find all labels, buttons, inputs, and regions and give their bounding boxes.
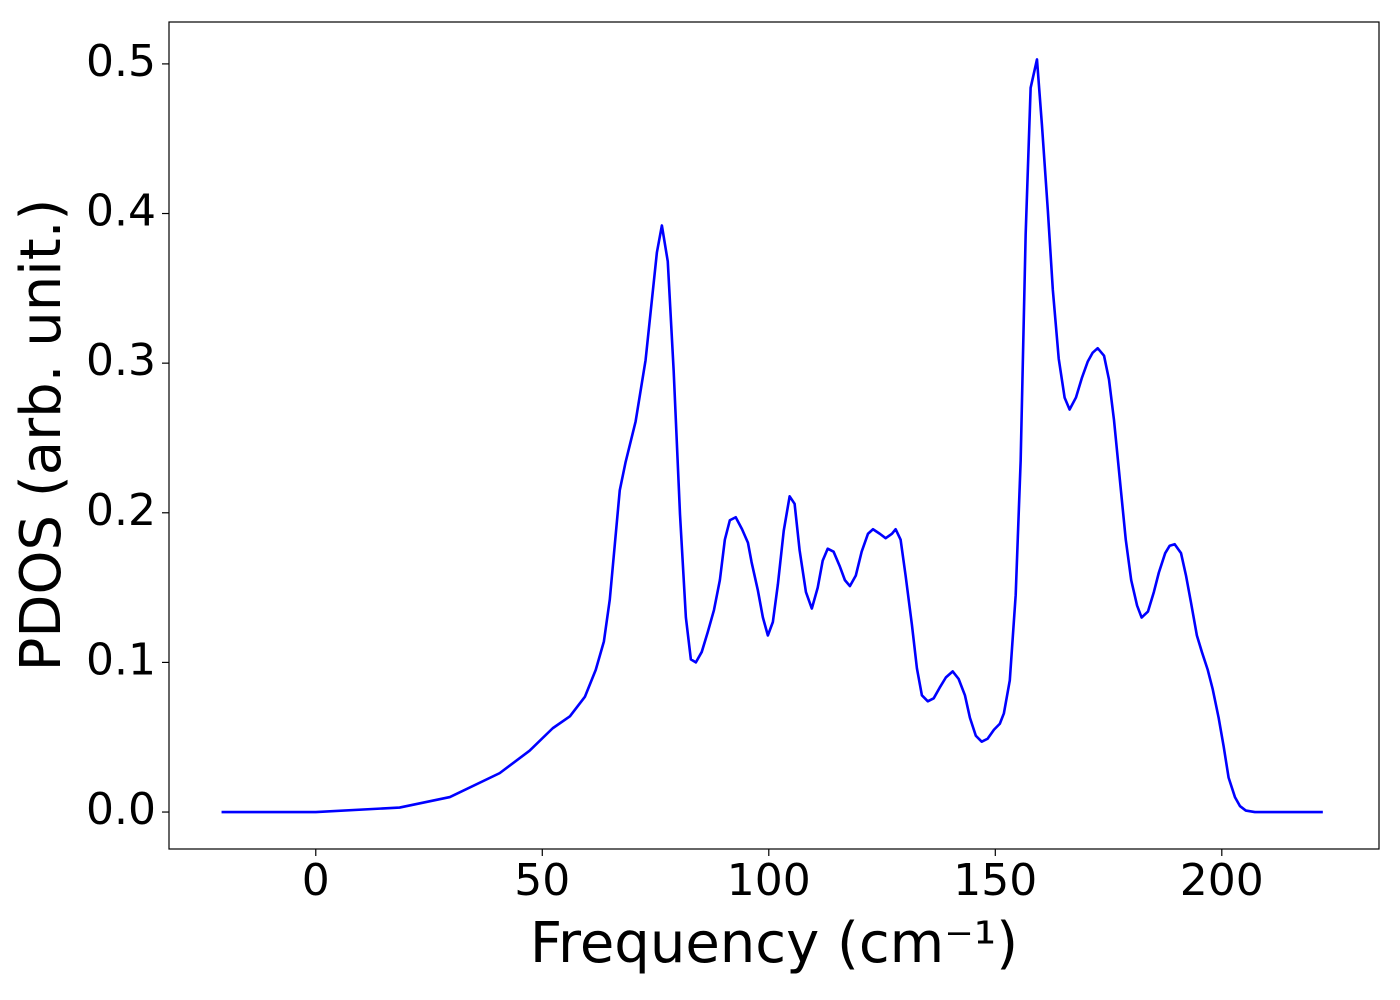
x-tick-label: 0 <box>302 855 330 906</box>
y-axis-label: PDOS (arb. unit.) <box>9 199 74 672</box>
y-tick-label: 0.2 <box>86 485 156 536</box>
plot-frame <box>168 21 1380 850</box>
y-tick-label: 0.4 <box>86 186 156 237</box>
y-tick-label: 0.3 <box>86 335 156 386</box>
data-line <box>221 58 1323 814</box>
x-tick-label: 100 <box>727 855 811 906</box>
y-tick-label: 0.5 <box>86 36 156 87</box>
x-axis-label: Frequency (cm⁻¹) <box>530 911 1018 976</box>
y-tick-label: 0.1 <box>86 634 156 685</box>
x-tick-label: 50 <box>514 855 570 906</box>
x-tick-label: 150 <box>953 855 1037 906</box>
x-tick-label: 200 <box>1180 855 1264 906</box>
y-tick-label: 0.0 <box>86 784 156 835</box>
